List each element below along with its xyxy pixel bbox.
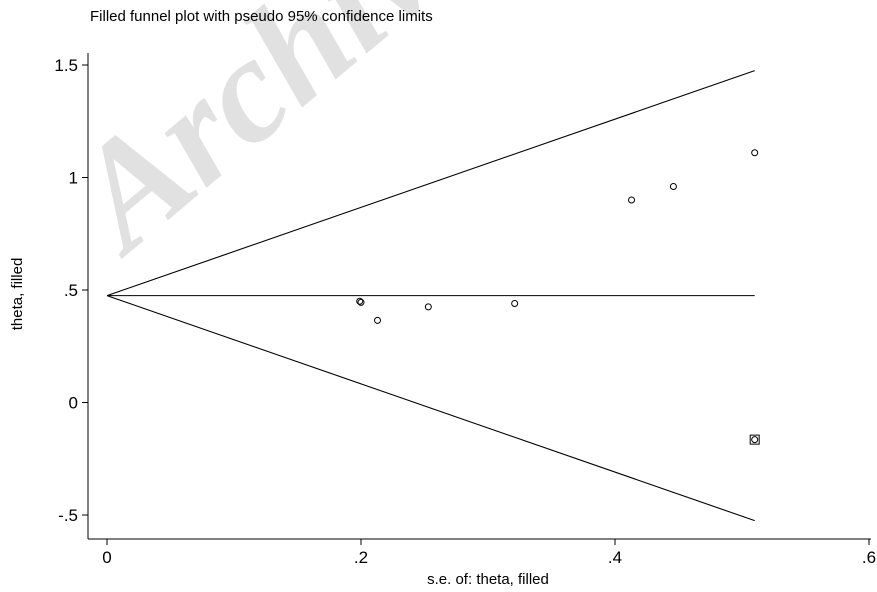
chart-title: Filled funnel plot with pseudo 95% confi…: [90, 8, 433, 25]
axes: -.5 0 .5 1 1.5 0 .2 .4 .6: [54, 53, 876, 567]
study-point: [511, 300, 519, 307]
study-point: [669, 183, 677, 190]
filled-study-marker: [749, 434, 760, 445]
y-tick-label: 1: [69, 169, 78, 188]
study-point: [356, 297, 364, 305]
y-tick-label: 1.5: [54, 56, 78, 75]
study-point: [424, 303, 432, 311]
x-tick-label: .6: [862, 548, 876, 567]
data-points: [356, 149, 760, 445]
x-axis-label: s.e. of: theta, filled: [427, 571, 549, 588]
y-tick-label: -.5: [58, 506, 78, 525]
y-axis-label: theta, filled: [9, 258, 26, 331]
study-point: [357, 298, 365, 306]
y-tick-label: .5: [64, 281, 78, 300]
study-point: [751, 149, 759, 157]
funnel-lines: [106, 70, 755, 522]
study-point: [374, 316, 382, 324]
x-tick-label: .4: [608, 548, 622, 567]
study-point: [751, 436, 759, 444]
lower-confidence-limit: [106, 295, 755, 522]
x-tick-label: .2: [354, 548, 368, 567]
x-tick-label: 0: [102, 548, 111, 567]
study-point: [628, 196, 636, 204]
upper-confidence-limit: [106, 70, 755, 297]
y-tick-label: 0: [69, 394, 78, 413]
